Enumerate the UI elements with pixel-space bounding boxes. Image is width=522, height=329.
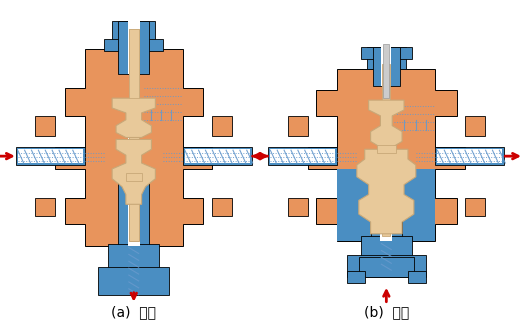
Bar (376, 145, 396, 153)
Bar (347, 255, 425, 277)
Bar (371, 167, 402, 241)
Text: (a)  分流: (a) 分流 (111, 305, 156, 319)
Bar (18, 149, 82, 163)
Bar (383, 44, 389, 98)
Bar (381, 152, 392, 241)
Bar (361, 47, 412, 59)
Polygon shape (112, 98, 156, 138)
Polygon shape (55, 49, 212, 245)
Bar (288, 116, 307, 136)
Bar (129, 29, 139, 241)
Bar (112, 21, 156, 49)
Bar (16, 147, 85, 165)
Bar (183, 147, 252, 165)
Bar (35, 198, 55, 216)
Bar (382, 27, 392, 86)
Bar (129, 29, 139, 98)
Bar (373, 47, 400, 86)
Polygon shape (307, 69, 465, 241)
Bar (361, 236, 412, 260)
Bar (465, 116, 484, 136)
Bar (212, 198, 232, 216)
Text: (b)  合流: (b) 合流 (364, 305, 409, 319)
Polygon shape (369, 100, 404, 147)
Bar (212, 116, 232, 136)
Bar (126, 173, 141, 181)
Bar (435, 147, 504, 165)
Bar (359, 257, 414, 277)
Bar (128, 138, 140, 245)
Bar (288, 198, 307, 216)
Bar (118, 21, 149, 74)
Bar (383, 64, 390, 236)
Bar (104, 39, 163, 51)
Bar (347, 271, 365, 283)
Bar (337, 169, 435, 241)
Bar (98, 267, 169, 295)
Polygon shape (112, 139, 156, 204)
Bar (437, 149, 502, 163)
Bar (268, 147, 337, 165)
Bar (108, 243, 159, 275)
Bar (465, 198, 484, 216)
Bar (185, 149, 250, 163)
Bar (366, 47, 406, 69)
Polygon shape (357, 149, 416, 234)
Bar (270, 149, 335, 163)
Bar (118, 167, 149, 245)
Bar (35, 116, 55, 136)
Bar (128, 0, 140, 74)
Bar (408, 271, 425, 283)
